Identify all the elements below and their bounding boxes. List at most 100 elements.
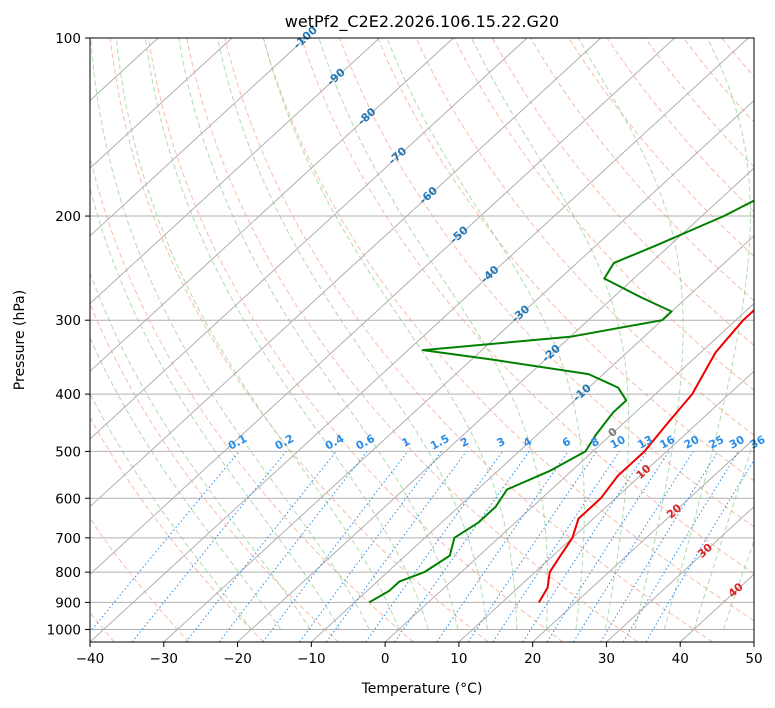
isotherm-line — [310, 235, 754, 642]
x-tick-label: 20 — [524, 651, 541, 667]
y-tick-label: 500 — [55, 444, 81, 460]
isotherm-line — [163, 99, 754, 642]
isotherm-line — [753, 641, 754, 642]
dry-adiabat — [377, 38, 754, 482]
isotherm-line — [0, 38, 11, 642]
moist-adiabat — [693, 438, 754, 630]
dry-adiabat — [530, 38, 754, 302]
y-axis-label: Pressure (hPa) — [12, 290, 28, 390]
mixing-ratio-line — [546, 451, 670, 642]
mixing-ratio-line — [394, 451, 530, 642]
y-tick-label: 400 — [55, 387, 81, 403]
dry-adiabat — [606, 38, 754, 213]
mixing-ratio-line — [492, 451, 620, 642]
mixing-ratio-line — [600, 451, 719, 642]
moist-adiabat — [263, 38, 518, 630]
moist-adiabat — [144, 38, 429, 630]
isotherm-line — [90, 38, 454, 372]
mixing-ratio-line — [522, 451, 648, 642]
mixing-ratio-line — [218, 451, 368, 642]
y-tick-label: 900 — [55, 595, 81, 611]
dry-adiabat — [90, 302, 339, 642]
moist-adiabat — [663, 38, 751, 630]
dewpoint-line — [368, 199, 754, 604]
isotherm-line — [90, 38, 307, 237]
isotherm-line — [90, 38, 749, 642]
mixing-ratio-line — [467, 451, 598, 642]
mixing-ratio-line — [573, 451, 694, 642]
dry-adiabat — [90, 517, 190, 642]
mixing-ratio-label: 36 — [748, 433, 768, 452]
moist-adiabat — [90, 336, 282, 630]
axis-layer: −40 −30 −20 −10 0 10 20 30 40 50 100 200 300 400 500 60… — [47, 31, 763, 667]
isotherm-line — [532, 438, 754, 642]
plot-frame — [89, 37, 755, 643]
mixing-ratio-label: 0.2 — [273, 432, 296, 453]
isotherm-line — [237, 167, 754, 642]
isotherm-line — [90, 38, 233, 169]
y-tick-label: 200 — [55, 209, 81, 225]
mixing-ratio-label: 30 — [727, 433, 747, 452]
mixing-ratio-line — [262, 451, 409, 642]
dry-adiabat — [186, 38, 639, 642]
isotherm-line — [90, 38, 602, 508]
x-tick-label: −40 — [76, 651, 105, 667]
isotherm-line — [90, 38, 675, 575]
moist-adiabat — [471, 38, 630, 630]
mixing-ratio-line — [365, 451, 504, 642]
moist-adiabat — [386, 38, 585, 630]
dry-adiabat — [300, 38, 754, 574]
x-tick-label: 50 — [745, 651, 762, 667]
y-tick-label: 300 — [55, 313, 81, 329]
mixing-ratio-label: 8 — [589, 435, 602, 450]
x-tick-label: −10 — [297, 651, 326, 667]
dry-adiabat — [262, 38, 754, 622]
x-tick-label: −20 — [223, 651, 252, 667]
mixing-ratio-label: 20 — [682, 433, 702, 452]
dry-adiabat — [415, 38, 754, 436]
dry-adiabat — [568, 38, 754, 257]
mixing-ratio-line — [436, 451, 569, 642]
x-tick-label: 0 — [381, 651, 390, 667]
moist-adiabat — [90, 392, 252, 630]
mixing-ratio-label: 1 — [400, 435, 413, 450]
mixing-ratio-label: 13 — [635, 433, 655, 452]
mixing-ratio-line — [326, 451, 467, 642]
chart-title: wetPf2_C2E2.2026.106.15.22.G20 — [285, 12, 559, 32]
data-layer — [368, 199, 754, 604]
label-layer: 0.1 0.2 0.4 0.6 1 1.5 2 3 4 6 8 10 13 16 20 25 30 36-100-… — [226, 23, 768, 600]
dry-adiabat — [224, 38, 713, 642]
mixing-ratio-line — [299, 451, 442, 642]
dry-adiabat — [90, 416, 265, 642]
y-tick-label: 700 — [55, 531, 81, 547]
isotherm-line — [458, 370, 754, 642]
mixing-ratio-label: 16 — [658, 433, 678, 452]
x-axis-label: Temperature (°C) — [361, 681, 483, 697]
y-tick-label: 100 — [55, 31, 81, 47]
y-tick-label: 600 — [55, 491, 81, 507]
mixing-ratio-label: 25 — [707, 433, 727, 452]
x-tick-label: −30 — [150, 651, 179, 667]
x-tick-label: 30 — [598, 651, 615, 667]
moist-adiabat — [90, 271, 311, 630]
temperature-line — [538, 308, 754, 603]
moist-adiabat — [722, 539, 754, 630]
moist-adiabat — [90, 186, 341, 630]
x-tick-label: 10 — [450, 651, 467, 667]
moist-adiabat — [577, 38, 684, 630]
isotherm-line — [606, 505, 754, 642]
x-tick-label: 40 — [672, 651, 689, 667]
y-tick-label: 1000 — [47, 622, 81, 638]
mixing-ratio-label: 10 — [608, 433, 628, 452]
dry-adiabat — [109, 38, 489, 642]
mixing-ratio-label: 3 — [495, 435, 508, 450]
mixing-ratio-label: 0.4 — [323, 432, 347, 453]
mixing-ratio-line — [131, 451, 287, 642]
dry-adiabat — [760, 38, 775, 642]
y-tick-label: 800 — [55, 565, 81, 581]
isotherm-line — [90, 38, 528, 440]
dry-adiabat — [453, 38, 754, 391]
moist-adiabat — [178, 38, 459, 630]
dry-adiabat — [721, 38, 754, 78]
